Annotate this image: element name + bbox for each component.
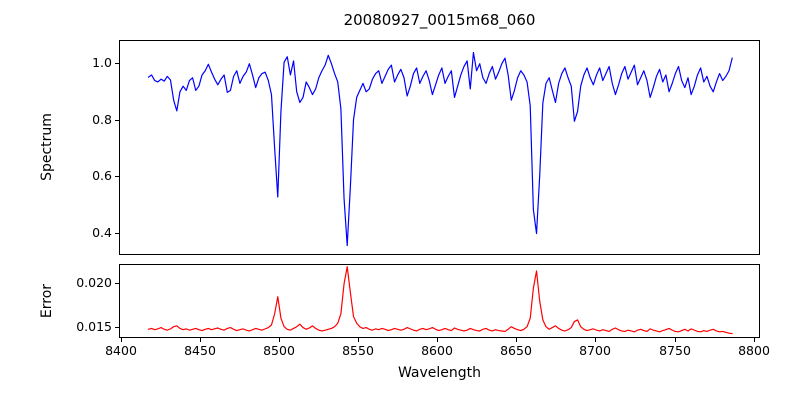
y-tick-mark xyxy=(115,120,119,121)
plot-title: 20080927_0015m68_060 xyxy=(343,11,536,29)
x-tick-label: 8400 xyxy=(105,343,137,358)
spectrum-polyline xyxy=(147,51,733,247)
y-tick-mark xyxy=(115,327,119,328)
x-tick-mark xyxy=(675,338,676,342)
y-tick-mark xyxy=(115,176,119,177)
x-tick-label: 8750 xyxy=(659,343,691,358)
x-tick-label: 8550 xyxy=(342,343,374,358)
y-tick-label: 0.6 xyxy=(92,168,112,183)
error-axes xyxy=(119,264,760,338)
x-tick-mark xyxy=(121,338,122,342)
x-tick-mark xyxy=(358,338,359,342)
y-tick-mark xyxy=(115,283,119,284)
error-polyline xyxy=(147,266,733,335)
x-tick-label: 8450 xyxy=(184,343,216,358)
spectrum-axes xyxy=(119,40,760,255)
y-tick-label: 0.015 xyxy=(76,319,112,334)
x-tick-label: 8800 xyxy=(738,343,770,358)
y-tick-mark xyxy=(115,233,119,234)
spectrum-line xyxy=(147,51,733,247)
x-tick-mark xyxy=(200,338,201,342)
x-tick-mark xyxy=(516,338,517,342)
y-tick-label: 0.8 xyxy=(92,112,112,127)
x-tick-mark xyxy=(279,338,280,342)
x-tick-label: 8600 xyxy=(421,343,453,358)
x-tick-mark xyxy=(595,338,596,342)
y-tick-label: 0.4 xyxy=(92,225,112,240)
x-tick-label: 8500 xyxy=(263,343,295,358)
x-tick-mark xyxy=(437,338,438,342)
y-tick-label: 0.020 xyxy=(76,275,112,290)
x-tick-mark xyxy=(754,338,755,342)
x-tick-label: 8650 xyxy=(500,343,532,358)
x-axis-label: Wavelength xyxy=(397,365,482,381)
error-line xyxy=(147,266,733,335)
y-tick-label: 1.0 xyxy=(92,55,112,70)
y-tick-mark xyxy=(115,63,119,64)
x-tick-label: 8700 xyxy=(579,343,611,358)
